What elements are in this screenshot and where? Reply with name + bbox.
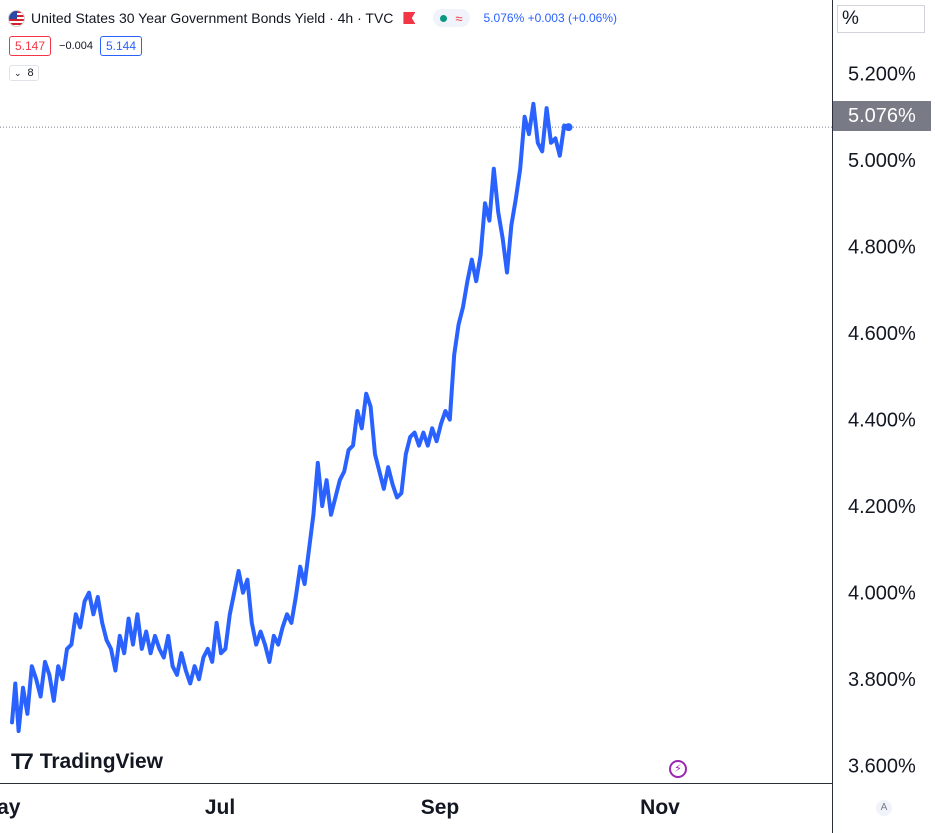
y-tick-label: 4.000%	[848, 583, 916, 605]
legend-change: +0.003	[527, 11, 565, 25]
price-axis-labels: 3.600% 3.800% 4.000% 4.200% 4.400% 4.600% 4.80…	[848, 64, 916, 778]
status-dot-icon	[440, 14, 448, 22]
axis-divider	[832, 0, 833, 833]
x-tick-label: Sep	[421, 796, 460, 819]
y-tick-label: 4.600%	[848, 323, 916, 345]
market-status[interactable]: ≈	[433, 9, 470, 27]
unit-label[interactable]: %	[837, 5, 925, 33]
us-flag-icon	[8, 9, 25, 27]
y-tick-label: 3.600%	[848, 756, 916, 778]
time-axis-divider	[0, 783, 832, 784]
chart-pane[interactable]	[0, 0, 832, 783]
lightning-icon[interactable]: ⚡	[669, 760, 687, 778]
legend-values: 5.076% +0.003 (+0.06%)	[484, 11, 617, 25]
tradingview-mark-icon: T7	[11, 749, 34, 774]
legend-change-pct: (+0.06%)	[567, 11, 618, 25]
time-axis[interactable]: May Jul Sep Nov	[0, 784, 832, 833]
legend-last: 5.076%	[483, 11, 525, 25]
y-tick-label: 4.400%	[848, 410, 916, 432]
symbol-title[interactable]: United States 30 Year Government Bonds Y…	[31, 10, 394, 26]
tradingview-logo[interactable]: T7 TradingView	[11, 749, 163, 775]
flag-icon[interactable]	[403, 12, 416, 24]
x-tick-label: Jul	[205, 796, 235, 819]
y-tick-label: 4.200%	[848, 496, 916, 518]
legend: United States 30 Year Government Bonds Y…	[8, 9, 617, 27]
x-tick-label: Nov	[640, 796, 680, 819]
quote-panel: 5.147 −0.004 5.144	[9, 36, 143, 56]
x-tick-label: May	[0, 796, 21, 819]
logo-text: TradingView	[39, 750, 164, 773]
y-tick-label: 3.800%	[848, 669, 916, 691]
price-axis[interactable]: 3.600% 3.800% 4.000% 4.200% 4.400% 4.600% 4.80…	[833, 0, 935, 833]
indicators-toggle-button[interactable]: ⌄ 8	[9, 65, 39, 81]
auto-scale-button[interactable]: A	[876, 800, 892, 816]
y-tick-label: 5.200%	[848, 64, 916, 86]
chevron-down-icon: ⌄	[14, 67, 22, 78]
ask-button[interactable]: 5.144	[99, 36, 143, 56]
y-tick-label: 4.800%	[848, 237, 916, 259]
current-price-label: 5.076%	[848, 105, 916, 127]
bid-button[interactable]: 5.147	[9, 36, 52, 56]
spread-value: −0.004	[59, 40, 93, 52]
y-tick-label: 5.000%	[848, 150, 916, 172]
last-point-marker	[564, 123, 573, 132]
chart-plot[interactable]	[0, 0, 832, 783]
indicators-count: 8	[27, 67, 34, 79]
current-price-tag: 5.076%	[833, 101, 931, 131]
series-line-0	[10, 101, 571, 734]
approx-wave-icon: ≈	[455, 10, 463, 26]
